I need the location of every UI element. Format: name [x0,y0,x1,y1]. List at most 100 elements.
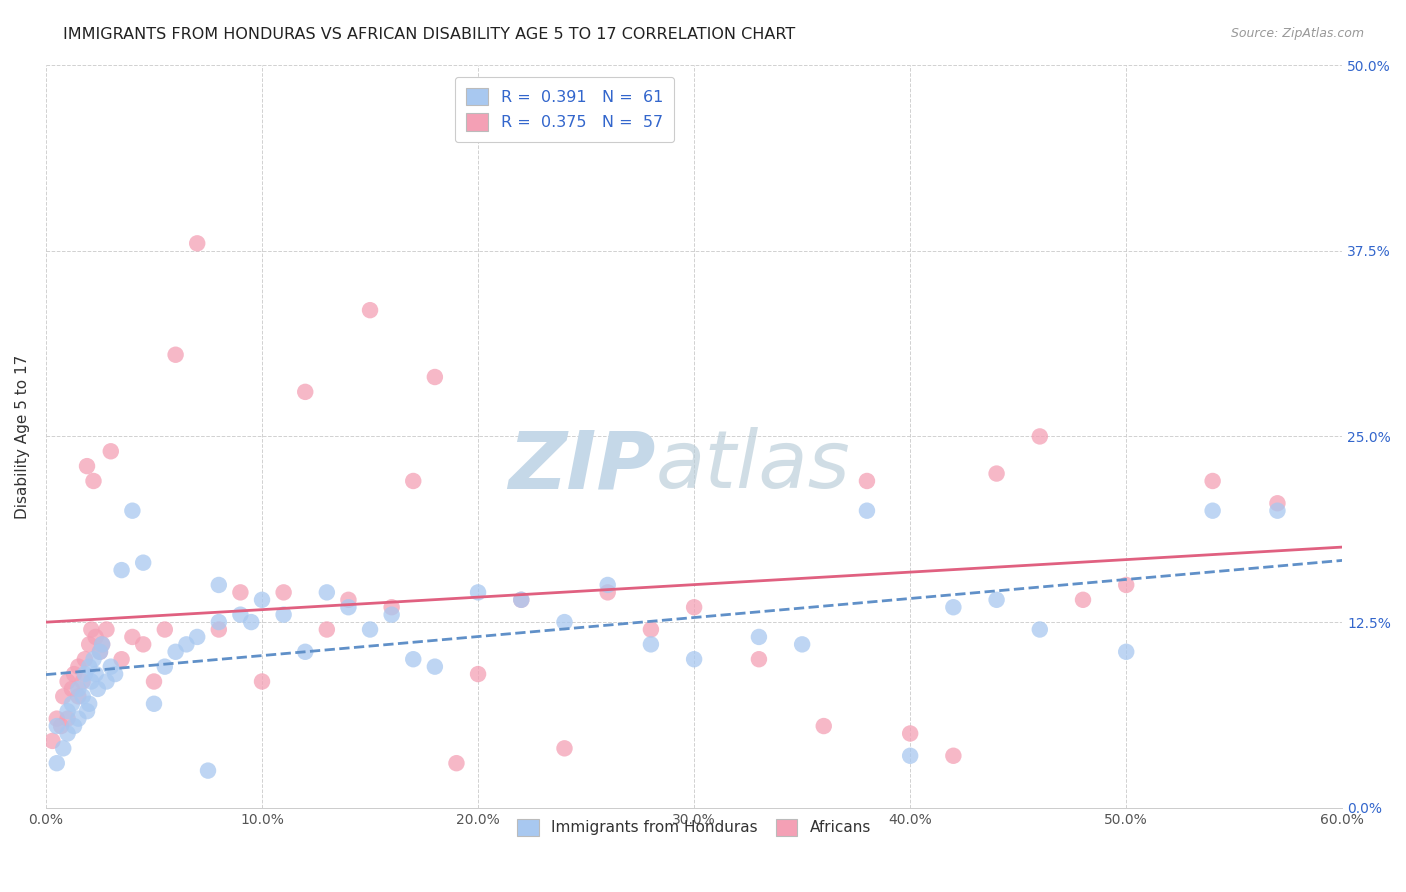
Point [1267,496,1289,510]
Text: atlas: atlas [655,427,851,505]
Point [132,637,155,651]
Point [250,592,273,607]
Point [294,645,316,659]
Point [942,600,965,615]
Point [250,674,273,689]
Point [596,578,619,592]
Point [1029,623,1052,637]
Point [84,630,107,644]
Point [640,623,662,637]
Point [60,681,83,696]
Point [83,474,105,488]
Point [49,719,72,733]
Point [165,645,187,659]
Point [80,674,103,689]
Point [121,630,143,644]
Point [67,690,90,704]
Point [89,645,111,659]
Point [77,659,100,673]
Point [942,748,965,763]
Point [67,712,90,726]
Point [423,659,446,673]
Point [52,690,75,704]
Point [596,585,619,599]
Point [229,607,252,622]
Point [240,615,263,629]
Point [63,719,86,733]
Point [986,467,1008,481]
Point [683,652,706,666]
Point [143,674,166,689]
Point [381,600,404,615]
Point [640,637,662,651]
Point [856,474,879,488]
Point [186,236,208,251]
Legend: Immigrants from Honduras, Africans: Immigrants from Honduras, Africans [508,810,880,845]
Point [56,674,79,689]
Point [96,623,118,637]
Point [91,637,114,651]
Point [110,652,132,666]
Point [1115,645,1137,659]
Point [143,697,166,711]
Point [553,741,575,756]
Point [104,667,127,681]
Point [792,637,814,651]
Point [60,697,83,711]
Point [273,585,295,599]
Point [87,681,110,696]
Point [91,637,114,651]
Point [813,719,835,733]
Point [45,756,67,771]
Point [100,444,122,458]
Text: IMMIGRANTS FROM HONDURAS VS AFRICAN DISABILITY AGE 5 TO 17 CORRELATION CHART: IMMIGRANTS FROM HONDURAS VS AFRICAN DISA… [63,27,796,42]
Point [77,637,100,651]
Point [176,637,198,651]
Point [67,681,90,696]
Y-axis label: Disability Age 5 to 17: Disability Age 5 to 17 [15,354,30,518]
Point [294,384,316,399]
Point [402,474,425,488]
Point [72,674,94,689]
Point [359,303,381,318]
Point [73,652,96,666]
Point [45,712,67,726]
Point [208,578,231,592]
Point [100,659,122,673]
Point [229,585,252,599]
Point [510,592,533,607]
Point [1071,592,1094,607]
Point [467,667,489,681]
Point [1267,504,1289,518]
Point [56,712,79,726]
Point [273,607,295,622]
Point [359,623,381,637]
Point [1201,474,1223,488]
Text: ZIP: ZIP [508,427,655,505]
Point [186,630,208,644]
Point [76,459,98,474]
Point [89,645,111,659]
Point [467,585,489,599]
Point [110,563,132,577]
Point [45,719,67,733]
Point [56,704,79,718]
Point [132,556,155,570]
Point [683,600,706,615]
Point [748,652,770,666]
Point [1115,578,1137,592]
Point [84,667,107,681]
Point [208,623,231,637]
Point [898,748,921,763]
Point [67,659,90,673]
Point [337,600,360,615]
Point [63,667,86,681]
Text: Source: ZipAtlas.com: Source: ZipAtlas.com [1230,27,1364,40]
Point [56,726,79,740]
Point [41,734,63,748]
Point [197,764,219,778]
Point [510,592,533,607]
Point [153,659,176,673]
Point [208,615,231,629]
Point [1029,429,1052,443]
